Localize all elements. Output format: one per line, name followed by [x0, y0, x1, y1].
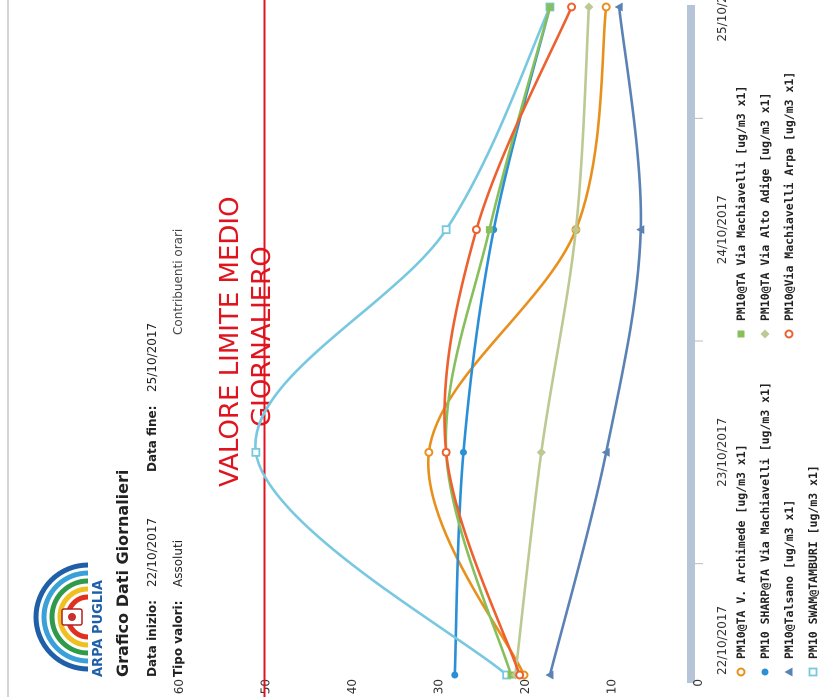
data-point [515, 670, 525, 680]
data-point [545, 670, 554, 680]
data-point [601, 447, 610, 457]
y-tick-label: 40 [345, 679, 359, 694]
series-4 [251, 2, 555, 680]
limit-annotation: VALORE LIMITE MEDIO GIORNALIERO [215, 0, 277, 697]
data-point [584, 2, 594, 12]
x-tick-label: 24/10/2017 [715, 195, 729, 264]
legend-marker [784, 329, 794, 339]
x-tick-label: 22/10/2017 [715, 606, 729, 675]
contributi-label: Contribuenti orari [171, 229, 185, 335]
data-point [536, 447, 546, 457]
series-line [426, 6, 608, 676]
x-tick-label: 25/10/2017 [715, 0, 729, 42]
series-5 [442, 3, 554, 679]
legend-label: PM10@Talsano [ug/m3 x1] [782, 500, 796, 659]
data-inizio-label: Data inizio: [145, 600, 159, 677]
data-point [601, 2, 611, 12]
y-tick-label: 60 [172, 679, 186, 694]
page-title: Grafico Dati Giornalieri [113, 470, 132, 677]
chart-plot [251, 2, 645, 680]
series-line [254, 6, 552, 676]
limit-label-line2: GIORNALIERO [247, 246, 277, 427]
y-tick-label: 30 [432, 679, 446, 694]
data-point [546, 3, 554, 11]
legend-label: PM10@Via Machiavelli Arpa [ug/m3 x1] [782, 72, 796, 321]
data-fine-label: Data fine: [145, 406, 159, 472]
data-point [451, 671, 459, 679]
data-fine-value: 25/10/2017 [145, 323, 159, 392]
legend-item: PM10@Via Machiavelli Arpa [ug/m3 x1] [782, 72, 796, 339]
data-point [567, 2, 577, 12]
legend-marker [736, 667, 746, 677]
series-3 [545, 2, 645, 680]
chart-legend: PM10@TA V. Archimede [ug/m3 x1] PM10 SHAR… [734, 72, 820, 677]
series-line [453, 6, 552, 676]
data-point [441, 447, 451, 457]
legend-marker [737, 330, 745, 338]
series-line [548, 6, 643, 676]
legend-label: PM10@TA Via Machiavelli [ug/m3 x1] [734, 86, 748, 321]
limit-label-line1: VALORE LIMITE MEDIO [215, 196, 245, 487]
data-point [471, 225, 481, 235]
legend-marker [808, 667, 818, 677]
series-7 [441, 2, 577, 680]
data-point [614, 2, 623, 12]
legend-marker [761, 668, 769, 676]
y-tick-label: 0 [691, 679, 705, 687]
data-point [424, 447, 434, 457]
series-line [514, 6, 591, 676]
series-line [444, 6, 552, 676]
legend-item: PM10@TA V. Archimede [ug/m3 x1] [734, 444, 748, 677]
tipo-valori-value: Assoluti [171, 540, 185, 587]
legend-marker [760, 329, 770, 339]
y-tick-label: 20 [518, 679, 532, 694]
series-line [443, 6, 573, 676]
legend-label: PM10 SWAM@TAMBURI [ug/m3 x1] [806, 465, 820, 659]
legend-item: PM10@TA Via Alto Adige [ug/m3 x1] [758, 93, 772, 339]
y-tick-label: 10 [605, 679, 619, 694]
legend-marker [784, 667, 793, 677]
chart-axes: 22/10/2017 23/10/2017 24/10/2017 25/10/2017… [172, 0, 729, 694]
x-axis-band [687, 5, 695, 683]
arpa-logo-icon [33, 562, 89, 672]
data-point [441, 225, 451, 235]
legend-item: PM10 SWAM@TAMBURI [ug/m3 x1] [806, 465, 820, 677]
tipo-valori-label: Tipo valori: [171, 601, 185, 677]
logo-text: ARPA PUGLIA [91, 580, 106, 677]
legend-label: PM10 SHARP@TA Via Machiavelli [ug/m3 x1] [758, 382, 772, 659]
legend-label: PM10@TA V. Archimede [ug/m3 x1] [734, 444, 748, 659]
x-tick-label: 23/10/2017 [715, 418, 729, 487]
legend-item: PM10@TA Via Machiavelli [ug/m3 x1] [734, 86, 748, 338]
data-point [251, 447, 261, 457]
data-point [571, 225, 581, 235]
data-point [459, 448, 467, 456]
legend-label: PM10@TA Via Alto Adige [ug/m3 x1] [758, 93, 772, 321]
data-inizio-value: 22/10/2017 [145, 518, 159, 587]
data-point [485, 226, 493, 234]
legend-item: PM10 SHARP@TA Via Machiavelli [ug/m3 x1] [758, 382, 772, 676]
legend-item: PM10@Talsano [ug/m3 x1] [782, 500, 796, 677]
data-point [636, 225, 645, 235]
series-1 [424, 2, 611, 680]
